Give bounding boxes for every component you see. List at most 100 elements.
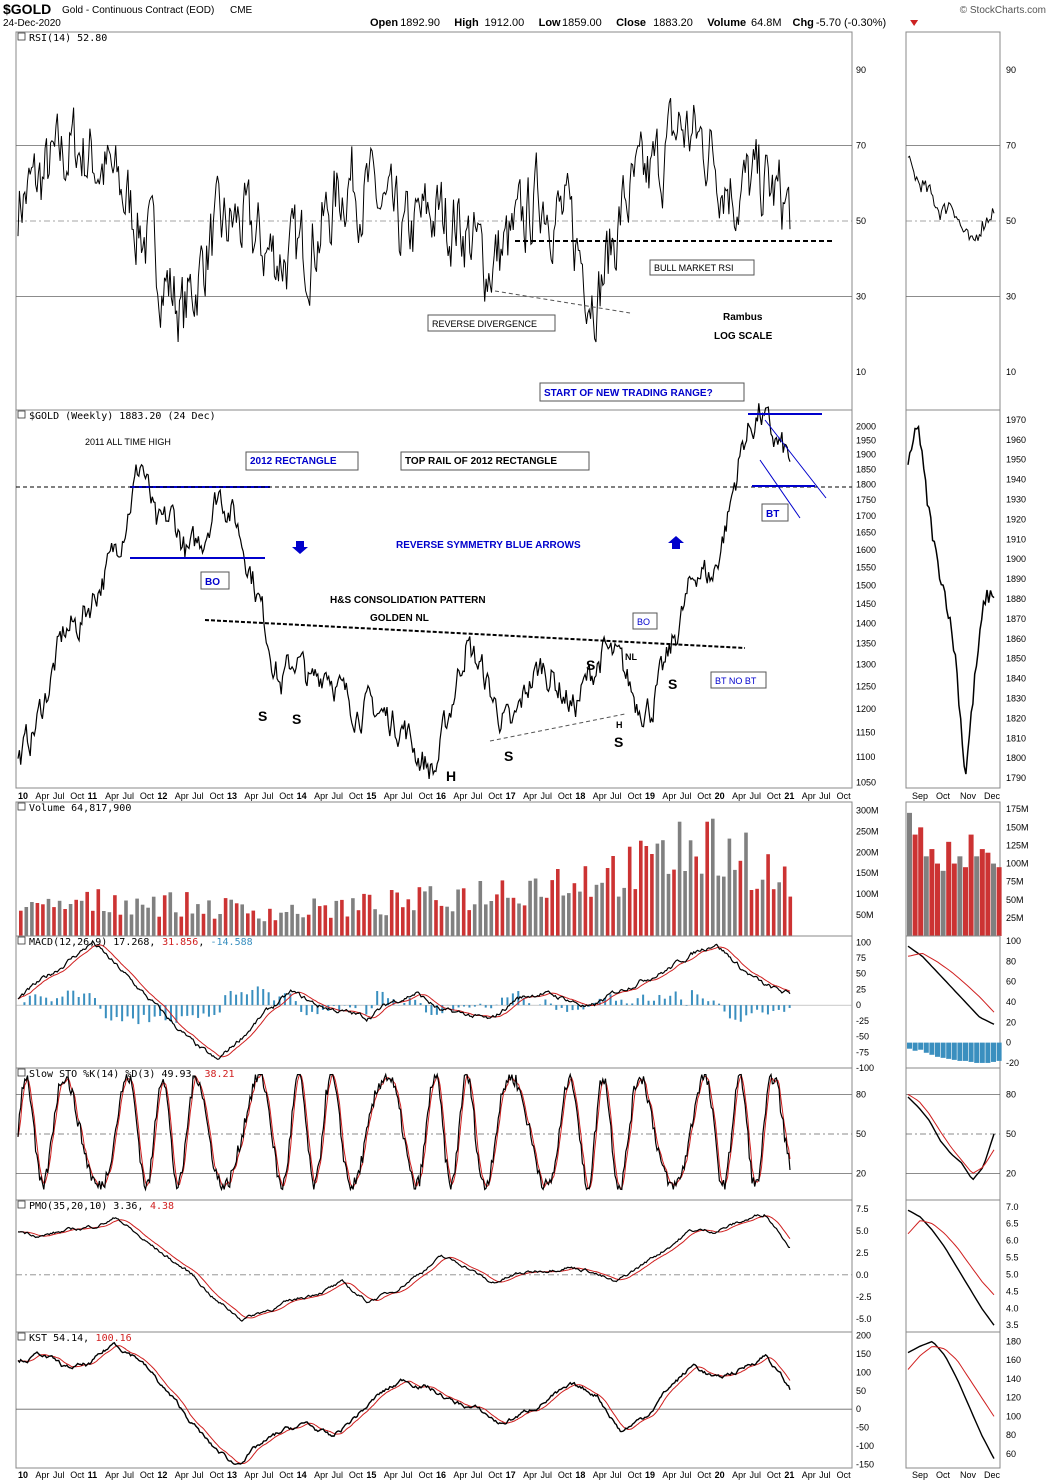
macd-histogram-bar (93, 998, 96, 1006)
volume-bar (434, 900, 438, 936)
annotation-hs-letter: S (504, 748, 513, 764)
volume-bar (162, 895, 167, 936)
volume-bar (168, 892, 173, 936)
volume-bar (96, 889, 101, 936)
macd-tick-label: 25 (856, 984, 866, 994)
macd-tick-label: 75 (856, 953, 866, 963)
macd-histogram-bar (457, 1005, 460, 1008)
kst-tick-label: 50 (856, 1386, 866, 1396)
bottom-x-tick-label: Apr (384, 1470, 398, 1480)
macd-histogram-bar (137, 1005, 140, 1025)
volume-bar (113, 895, 117, 936)
macd-histogram-bar (381, 991, 384, 1006)
price-tick-label: 2000 (856, 421, 876, 431)
bottom-x-tick-label: Oct (837, 1470, 852, 1480)
volume-bar (533, 878, 538, 936)
bottom-x-tick-label: Jul (123, 1470, 135, 1480)
macd-histogram-bar (620, 999, 623, 1006)
volume-bar (782, 866, 787, 936)
price-side-tick-label: 1910 (1006, 534, 1026, 544)
volume-bar (345, 916, 350, 936)
macd-histogram-bar (126, 1005, 129, 1017)
volume-bar (627, 846, 632, 936)
annotation-hs-letter: S (586, 657, 595, 673)
volume-bar (412, 910, 416, 936)
macd-histogram-bar (191, 1005, 194, 1016)
macd-histogram-bar (332, 1005, 335, 1006)
panel-title-part: -14.588 (211, 937, 253, 948)
price-side-tick-label: 1830 (1006, 693, 1026, 703)
macd-histogram-bar (186, 1005, 189, 1016)
macd-side-histogram-bar (935, 1042, 940, 1057)
volume-bar (738, 860, 743, 936)
bottom-x-tick-label: Jul (192, 1470, 204, 1480)
price-x-tick-label: Jul (262, 791, 274, 801)
pmo-tick-label: -5.0 (856, 1314, 872, 1324)
volume-bar (323, 905, 328, 936)
macd-histogram-bar (766, 1005, 769, 1015)
annotation-bo: BO (205, 577, 220, 588)
price-tick-label: 1250 (856, 681, 876, 691)
volume-side-tick-label: 25M (1006, 913, 1024, 923)
volume-bar (284, 912, 289, 936)
pmo-tick-label: 5.0 (856, 1226, 869, 1236)
macd-histogram-bar (131, 1005, 134, 1019)
volume-bar (544, 897, 549, 936)
macd-side-tick-label: 60 (1006, 977, 1016, 987)
kst-side-tick-label: 120 (1006, 1393, 1021, 1403)
price-tick-label: 1900 (856, 450, 876, 460)
volume-bar (312, 898, 316, 936)
price-side-tick-label: 1960 (1006, 435, 1026, 445)
price-tick-label: 1500 (856, 580, 876, 590)
price-x-tick-label: Apr (523, 791, 537, 801)
macd-histogram-bar (658, 994, 661, 1006)
panel-marker-icon (17, 1068, 26, 1077)
macd-histogram-bar (479, 1003, 482, 1006)
price-side-tick-label: 1850 (1006, 654, 1026, 664)
volume-side-bar (940, 870, 946, 936)
volume-bar (46, 898, 51, 936)
macd-histogram-bar (756, 1005, 759, 1010)
macd-side-histogram-bar (985, 1042, 991, 1063)
volume-bar (268, 908, 272, 936)
volume-bar (639, 840, 643, 936)
volume-bar (174, 912, 178, 936)
macd-line (17, 939, 791, 1060)
annotation-bo-2: BO (637, 617, 650, 627)
quote-label: High (454, 17, 479, 29)
kst-tick-label: 200 (856, 1331, 871, 1341)
volume-bar (644, 846, 649, 936)
volume-bar (788, 896, 793, 936)
macd-histogram-bar (88, 993, 91, 1006)
volume-bar (683, 871, 687, 936)
volume-bar (135, 898, 139, 936)
macd-histogram-bar (77, 996, 80, 1006)
volume-side-bar (957, 856, 963, 936)
macd-histogram-bar (631, 1003, 634, 1006)
macd-histogram-bar (707, 1001, 710, 1006)
volume-bar (583, 866, 588, 936)
price-x-tick-label: Apr (175, 791, 189, 801)
annotation-bull-market-rsi: BULL MARKET RSI (654, 263, 734, 273)
macd-histogram-bar (121, 1005, 124, 1022)
kst-side-tick-label: 100 (1006, 1411, 1021, 1421)
macd-side-histogram-bar (968, 1042, 974, 1062)
volume-side-bar (923, 856, 929, 936)
volume-bar (567, 893, 571, 936)
side-x-tick-label: Dec (984, 791, 1001, 801)
macd-tick-label: -75 (856, 1047, 869, 1057)
annotation-top-rail: TOP RAIL OF 2012 RECTANGLE (405, 456, 557, 467)
volume-side-tick-label: 175M (1006, 804, 1029, 814)
rsi-side-tick-label: 50 (1006, 216, 1016, 226)
annotation-log-scale: LOG SCALE (714, 331, 773, 342)
bottom-x-tick-label: Oct (419, 1470, 434, 1480)
volume-bar (716, 875, 721, 936)
bottom-x-tick-label: 12 (157, 1470, 167, 1480)
volume-bar (749, 890, 754, 936)
bottom-side-x-tick-label: Dec (984, 1470, 1001, 1480)
macd-histogram-bar (159, 1005, 162, 1017)
pmo-tick-label: 2.5 (856, 1248, 869, 1258)
macd-histogram-bar (180, 1005, 183, 1017)
bottom-x-tick-label: Oct (349, 1470, 364, 1480)
price-tick-label: 1450 (856, 599, 876, 609)
